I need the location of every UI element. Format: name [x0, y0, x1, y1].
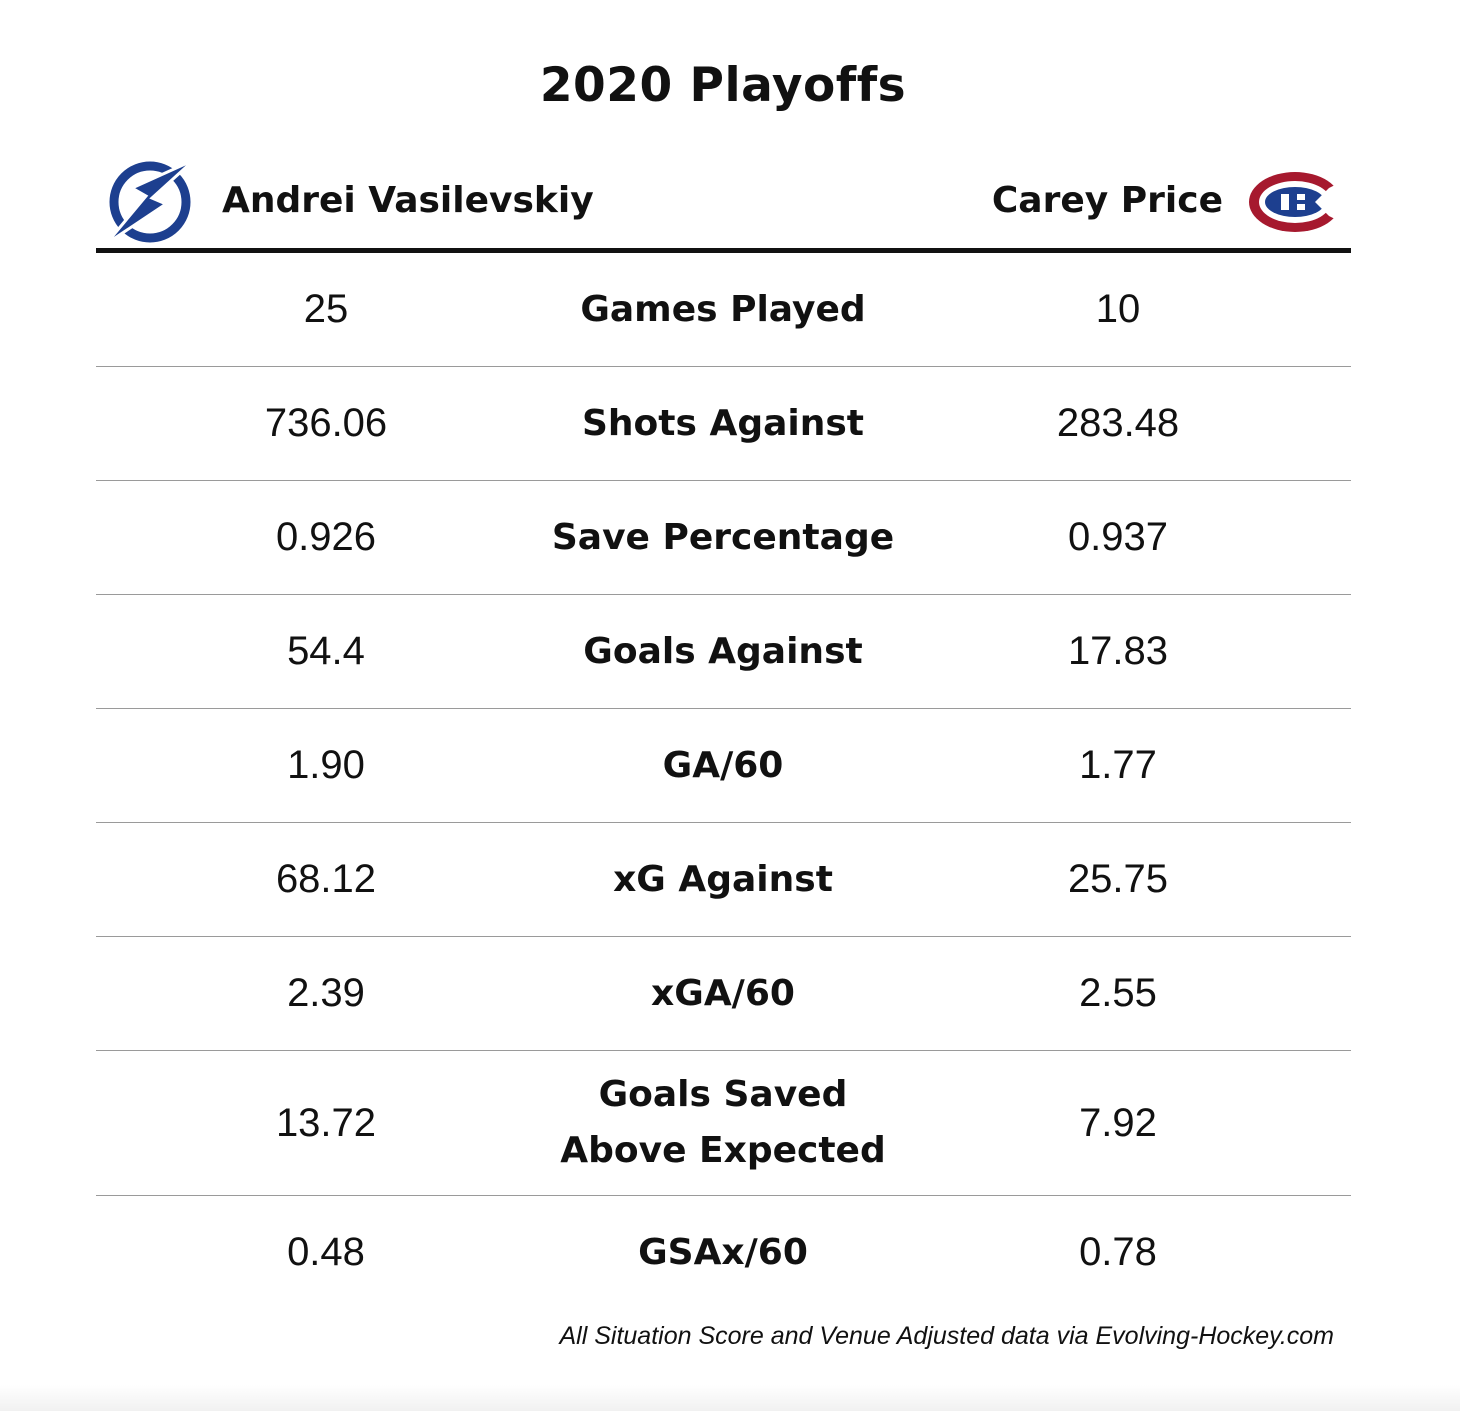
left-player-value: 0.926 — [275, 515, 377, 559]
left-player-value: 13.72 — [275, 1100, 377, 1145]
source-footnote: All Situation Score and Venue Adjusted d… — [559, 1322, 1335, 1350]
right-player-value: 1.77 — [1079, 743, 1157, 787]
right-player-value: 7.92 — [1079, 1100, 1157, 1145]
right-player-value: 10 — [1095, 287, 1141, 331]
metric-label: GSAx/60 — [638, 1231, 808, 1273]
table-row: 68.12 xG Against 25.75 — [96, 823, 1351, 937]
metric-label: GA/60 — [662, 744, 784, 786]
metric-label: Shots Against — [582, 402, 864, 444]
left-player-value: 0.48 — [287, 1230, 365, 1274]
right-player-value: 0.78 — [1079, 1230, 1157, 1274]
right-player-value: 0.937 — [1067, 515, 1169, 559]
left-player-value: 68.12 — [275, 857, 377, 901]
lightning-bolt-icon — [104, 158, 196, 246]
left-player-value: 1.90 — [287, 743, 365, 787]
left-player-name: Andrei Vasilevskiy — [222, 180, 594, 221]
bottom-band — [0, 1385, 1460, 1411]
table-row: 25 Games Played 10 — [96, 253, 1351, 367]
right-player-value: 2.55 — [1079, 971, 1157, 1015]
table-row: 736.06 Shots Against 283.48 — [96, 367, 1351, 481]
metric-label: xGA/60 — [651, 972, 795, 1014]
left-player-value: 2.39 — [287, 971, 365, 1015]
metric-label: Goals Against — [583, 630, 863, 672]
metric-label: xG Against — [613, 858, 833, 900]
metric-label: Games Played — [580, 288, 866, 330]
table-row: 54.4 Goals Against 17.83 — [96, 595, 1351, 709]
chart-title: 2020 Playoffs — [539, 58, 907, 113]
right-player-name: Carey Price — [991, 180, 1223, 221]
table-row: 2.39 xGA/60 2.55 — [96, 937, 1351, 1051]
table-row: 13.72 Goals Saved Above Expected 7.92 — [96, 1051, 1351, 1196]
table-row: 0.48 GSAx/60 0.78 — [96, 1196, 1351, 1309]
left-player-value: 54.4 — [287, 629, 365, 673]
right-player-value: 25.75 — [1067, 857, 1169, 901]
left-player-value: 736.06 — [264, 401, 388, 445]
header-divider — [96, 248, 1351, 253]
metric-label: Goals Saved Above Expected — [560, 1074, 886, 1171]
players-header: Andrei Vasilevskiy Carey Price — [96, 150, 1351, 250]
stats-table: 25 Games Played 10 736.06 Shots Against 283.4… — [96, 253, 1351, 1309]
left-player-value: 25 — [303, 287, 349, 331]
metric-label: Save Percentage — [551, 516, 895, 558]
right-player-value: 17.83 — [1067, 629, 1169, 673]
right-player-value: 283.48 — [1056, 401, 1180, 445]
table-row: 1.90 GA/60 1.77 — [96, 709, 1351, 823]
table-row: 0.926 Save Percentage 0.937 — [96, 481, 1351, 595]
canadiens-ch-icon — [1249, 172, 1341, 232]
